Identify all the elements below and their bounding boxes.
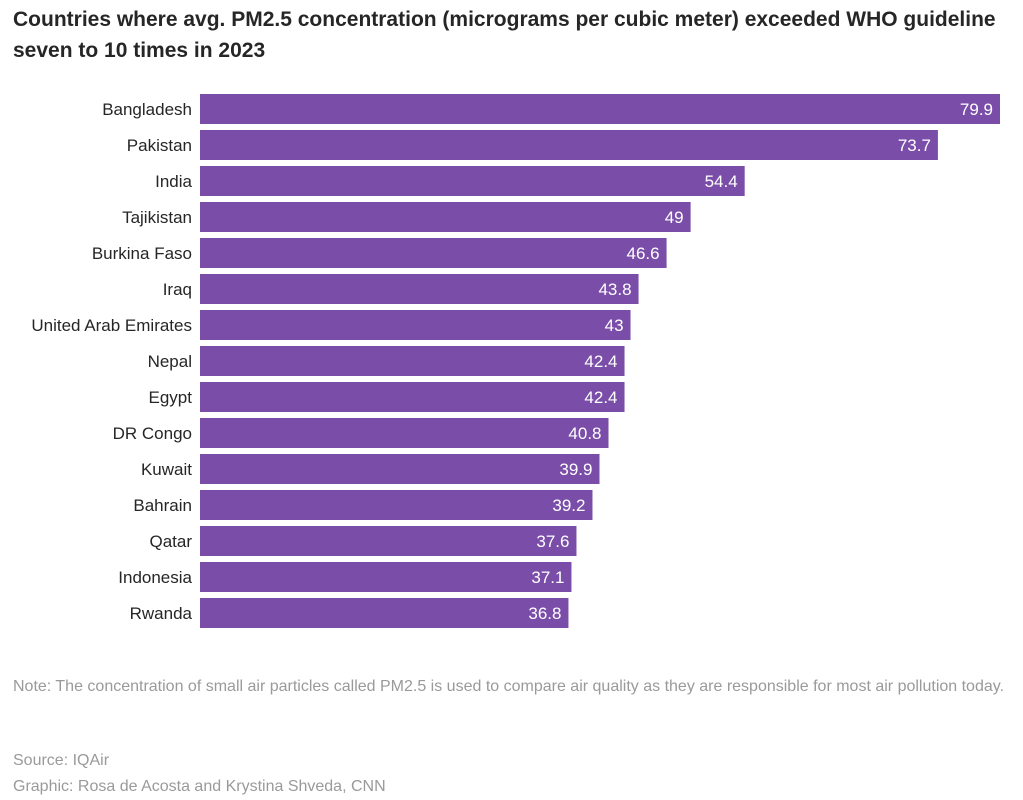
chart-source: Source: IQAir xyxy=(13,752,110,769)
chart-credit: Graphic: Rosa de Acosta and Krystina Shv… xyxy=(13,778,386,795)
bar-qatar xyxy=(200,526,577,556)
category-label: Rwanda xyxy=(130,604,193,623)
bar-rwanda xyxy=(200,598,569,628)
bar-egypt xyxy=(200,382,625,412)
category-label: Nepal xyxy=(148,352,192,371)
value-label: 43 xyxy=(605,316,624,335)
bar-tajikistan xyxy=(200,202,691,232)
chart-title: Countries where avg. PM2.5 concentration… xyxy=(13,8,996,62)
category-label: India xyxy=(155,172,192,191)
value-label: 42.4 xyxy=(584,352,617,371)
bar-indonesia xyxy=(200,562,572,592)
category-label: Bangladesh xyxy=(102,100,192,119)
chart-note: Note: The concentration of small air par… xyxy=(13,678,1005,695)
value-label: 37.1 xyxy=(531,568,564,587)
bar-nepal xyxy=(200,346,625,376)
bar-chart: Bangladesh 79.9 Pakistan 73.7 India 54.4 Tajik… xyxy=(31,94,1000,628)
bar-dr-congo xyxy=(200,418,609,448)
value-label: 73.7 xyxy=(898,136,931,155)
bar-iraq xyxy=(200,274,639,304)
bar-pakistan xyxy=(200,130,938,160)
value-label: 37.6 xyxy=(536,532,569,551)
value-label: 39.2 xyxy=(552,496,585,515)
bar-bangladesh xyxy=(200,94,1000,124)
bar-bahrain xyxy=(200,490,593,520)
category-label: Pakistan xyxy=(127,136,192,155)
category-label: Indonesia xyxy=(118,568,192,587)
value-label: 36.8 xyxy=(528,604,561,623)
value-label: 54.4 xyxy=(705,172,738,191)
category-label: Kuwait xyxy=(141,460,192,479)
value-label: 46.6 xyxy=(626,244,659,263)
value-label: 42.4 xyxy=(584,388,617,407)
bar-india xyxy=(200,166,745,196)
category-label: Burkina Faso xyxy=(92,244,192,263)
value-label: 79.9 xyxy=(960,100,993,119)
bar-burkina-faso xyxy=(200,238,667,268)
category-label: United Arab Emirates xyxy=(31,316,192,335)
category-label: Qatar xyxy=(149,532,192,551)
category-label: Bahrain xyxy=(133,496,192,515)
value-label: 40.8 xyxy=(568,424,601,443)
category-label: Egypt xyxy=(149,388,193,407)
category-label: Tajikistan xyxy=(122,208,192,227)
value-label: 43.8 xyxy=(598,280,631,299)
category-label: DR Congo xyxy=(113,424,192,443)
value-label: 39.9 xyxy=(559,460,592,479)
bar-united-arab-emirates xyxy=(200,310,631,340)
category-label: Iraq xyxy=(163,280,192,299)
value-label: 49 xyxy=(665,208,684,227)
bar-kuwait xyxy=(200,454,600,484)
